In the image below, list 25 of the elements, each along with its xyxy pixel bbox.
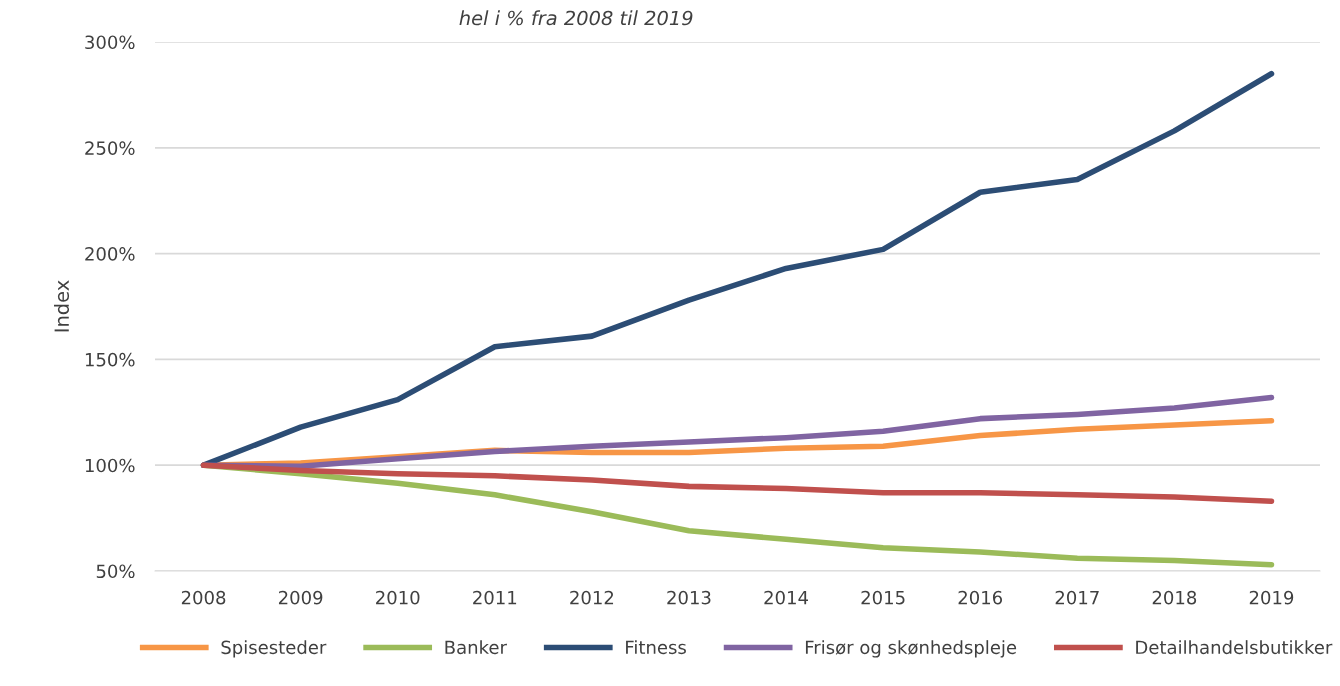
x-tick-label: 2017: [1055, 590, 1099, 605]
legend-label: Fitness: [626, 640, 686, 655]
x-tick-label: 2011: [473, 590, 517, 605]
x-tick-label: 2016: [958, 590, 1003, 605]
legend-label: Spisesteder: [221, 640, 327, 658]
x-tick-label: 2009: [278, 590, 323, 605]
x-tick-label: 2018: [1152, 590, 1197, 605]
chart-title: hel i % fra 2008 til 2019: [459, 10, 693, 26]
y-tick-label: 100%: [85, 458, 135, 473]
x-tick-label: 2013: [667, 590, 711, 605]
x-tick-label: 2019: [1249, 590, 1294, 605]
y-tick-label: 300%: [85, 35, 135, 50]
x-tick-label: 2015: [861, 590, 905, 605]
x-tick-label: 2014: [764, 590, 808, 605]
legend-label: Frisør og skønhedspleje: [805, 640, 1017, 658]
y-tick-label: 150%: [85, 352, 135, 367]
legend-label: Banker: [445, 640, 507, 655]
y-axis-title: Index: [54, 280, 70, 332]
x-tick-label: 2010: [376, 590, 420, 605]
legend-label: Detailhandelsbutikker: [1136, 640, 1333, 655]
y-tick-label: 250%: [85, 141, 135, 155]
x-tick-label: 2008: [181, 590, 226, 605]
y-tick-label: 50%: [96, 564, 135, 579]
y-tick-label: 200%: [85, 247, 135, 261]
x-tick-label: 2012: [570, 590, 614, 605]
